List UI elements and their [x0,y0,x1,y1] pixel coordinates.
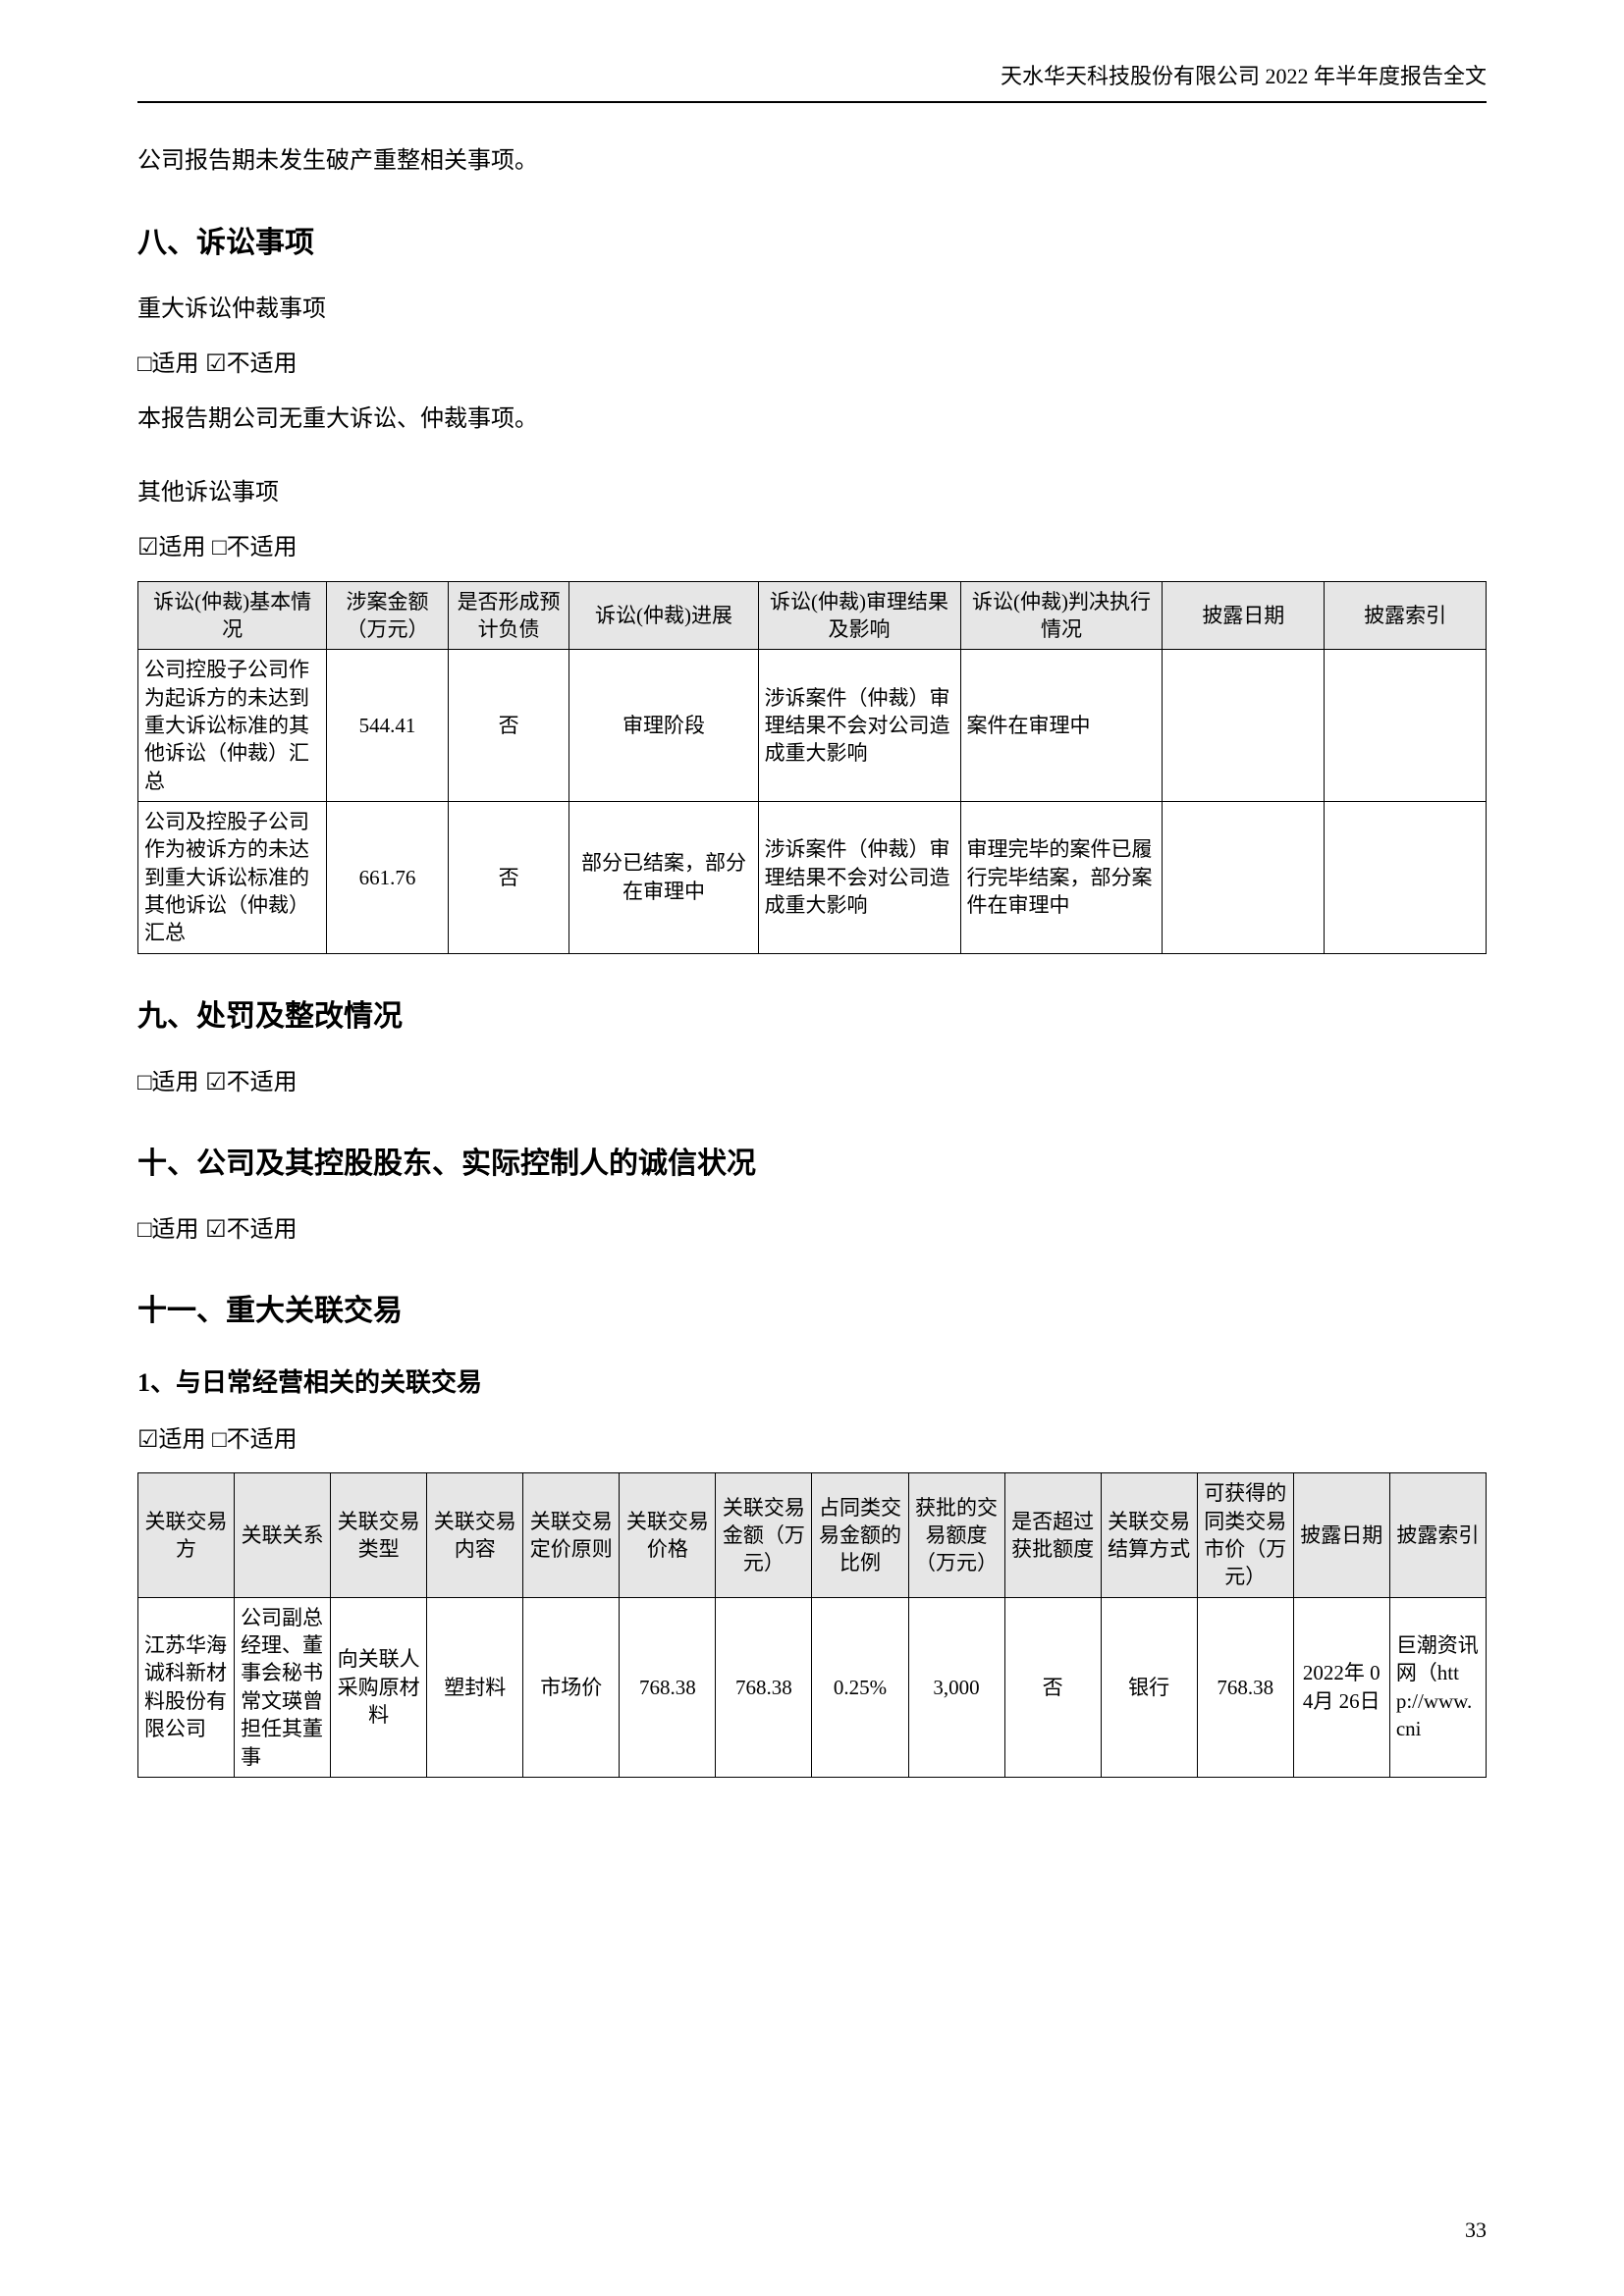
section-8-line2: 本报告期公司无重大诉讼、仲裁事项。 [137,400,1487,438]
related-party-table-cell: 向关联人采购原材料 [331,1597,427,1777]
litigation-table-cell [1325,801,1487,953]
related-party-table-cell: 银行 [1101,1597,1197,1777]
litigation-table-cell: 公司及控股子公司作为被诉方的未达到重大诉讼标准的其他诉讼（仲裁）汇总 [138,801,327,953]
related-party-table-cell: 768.38 [620,1597,716,1777]
section-8-line3: 其他诉讼事项 [137,474,1487,511]
related-party-table-cell: 0.25% [812,1597,908,1777]
litigation-table-cell: 公司控股子公司作为起诉方的未达到重大诉讼标准的其他诉讼（仲裁）汇总 [138,650,327,802]
litigation-table: 诉讼(仲裁)基本情况涉案金额（万元）是否形成预计负债诉讼(仲裁)进展诉讼(仲裁)… [137,581,1487,954]
litigation-table-header: 诉讼(仲裁)基本情况 [138,581,327,650]
related-party-table-header: 披露索引 [1389,1473,1486,1597]
litigation-table-header: 诉讼(仲裁)进展 [569,581,758,650]
section-8-line1: 重大诉讼仲裁事项 [137,291,1487,328]
litigation-table-cell: 涉诉案件（仲裁）审理结果不会对公司造成重大影响 [758,801,960,953]
related-party-table-header: 披露日期 [1293,1473,1389,1597]
litigation-table-cell [1325,650,1487,802]
litigation-table-cell: 部分已结案，部分在审理中 [569,801,758,953]
section-10-check: □适用 ☑不适用 [137,1211,1487,1249]
related-party-table-header: 获批的交易额度（万元） [908,1473,1004,1597]
related-party-table-header: 关联交易类型 [331,1473,427,1597]
litigation-table-row: 公司控股子公司作为起诉方的未达到重大诉讼标准的其他诉讼（仲裁）汇总544.41否… [138,650,1487,802]
related-party-table-header: 关联交易结算方式 [1101,1473,1197,1597]
litigation-table-cell [1163,650,1325,802]
litigation-table-header: 披露索引 [1325,581,1487,650]
litigation-table-header: 涉案金额（万元） [327,581,449,650]
related-party-table-header: 关联交易金额（万元） [716,1473,812,1597]
page-number: 33 [1465,2213,1487,2247]
related-party-table-header: 关联交易定价原则 [523,1473,620,1597]
related-party-table-cell: 768.38 [716,1597,812,1777]
section-8-heading: 八、诉讼事项 [137,220,1487,267]
litigation-table-cell [1163,801,1325,953]
related-party-table-row: 江苏华海诚科新材料股份有限公司公司副总经理、董事会秘书常文瑛曾担任其董事向关联人… [138,1597,1487,1777]
related-party-table-cell: 江苏华海诚科新材料股份有限公司 [138,1597,235,1777]
related-party-table-cell: 巨潮资讯网（http://www.cni [1389,1597,1486,1777]
litigation-table-cell: 否 [448,801,569,953]
related-party-table-cell: 3,000 [908,1597,1004,1777]
litigation-table-row: 公司及控股子公司作为被诉方的未达到重大诉讼标准的其他诉讼（仲裁）汇总661.76… [138,801,1487,953]
litigation-table-cell: 否 [448,650,569,802]
related-party-table-header: 占同类交易金额的比例 [812,1473,908,1597]
related-party-table-cell: 768.38 [1197,1597,1293,1777]
section-11-check: ☑适用 □不适用 [137,1421,1487,1459]
related-party-table: 关联交易方关联关系关联交易类型关联交易内容关联交易定价原则关联交易价格关联交易金… [137,1472,1487,1777]
section-8-check2: ☑适用 □不适用 [137,529,1487,566]
related-party-table-header: 是否超过获批额度 [1004,1473,1101,1597]
page-container: 天水华天科技股份有限公司 2022 年半年度报告全文 公司报告期未发生破产重整相… [0,0,1624,2296]
related-party-table-cell: 公司副总经理、董事会秘书常文瑛曾担任其董事 [235,1597,331,1777]
litigation-table-cell: 661.76 [327,801,449,953]
page-header-right: 天水华天科技股份有限公司 2022 年半年度报告全文 [137,59,1487,93]
section-9-heading: 九、处罚及整改情况 [137,993,1487,1041]
related-party-table-header: 关联交易内容 [427,1473,523,1597]
litigation-table-cell: 审理阶段 [569,650,758,802]
litigation-table-cell: 审理完毕的案件已履行完毕结案，部分案件在审理中 [960,801,1163,953]
section-11-sub1: 1、与日常经营相关的关联交易 [137,1362,1487,1404]
related-party-table-cell: 2022年 04月 26日 [1293,1597,1389,1777]
intro-paragraph: 公司报告期未发生破产重整相关事项。 [137,142,1487,180]
section-11-heading: 十一、重大关联交易 [137,1288,1487,1335]
related-party-table-cell: 否 [1004,1597,1101,1777]
related-party-table-header: 关联关系 [235,1473,331,1597]
litigation-table-header: 诉讼(仲裁)审理结果及影响 [758,581,960,650]
related-party-table-cell: 市场价 [523,1597,620,1777]
litigation-table-header: 是否形成预计负债 [448,581,569,650]
header-divider [137,101,1487,103]
related-party-table-header: 关联交易价格 [620,1473,716,1597]
litigation-table-cell: 案件在审理中 [960,650,1163,802]
litigation-table-header: 披露日期 [1163,581,1325,650]
related-party-table-cell: 塑封料 [427,1597,523,1777]
litigation-table-header: 诉讼(仲裁)判决执行情况 [960,581,1163,650]
litigation-table-cell: 544.41 [327,650,449,802]
related-party-table-header: 关联交易方 [138,1473,235,1597]
section-9-check: □适用 ☑不适用 [137,1064,1487,1101]
litigation-table-cell: 涉诉案件（仲裁）审理结果不会对公司造成重大影响 [758,650,960,802]
section-10-heading: 十、公司及其控股股东、实际控制人的诚信状况 [137,1141,1487,1188]
section-8-check1: □适用 ☑不适用 [137,346,1487,383]
related-party-table-header: 可获得的同类交易市价（万元） [1197,1473,1293,1597]
